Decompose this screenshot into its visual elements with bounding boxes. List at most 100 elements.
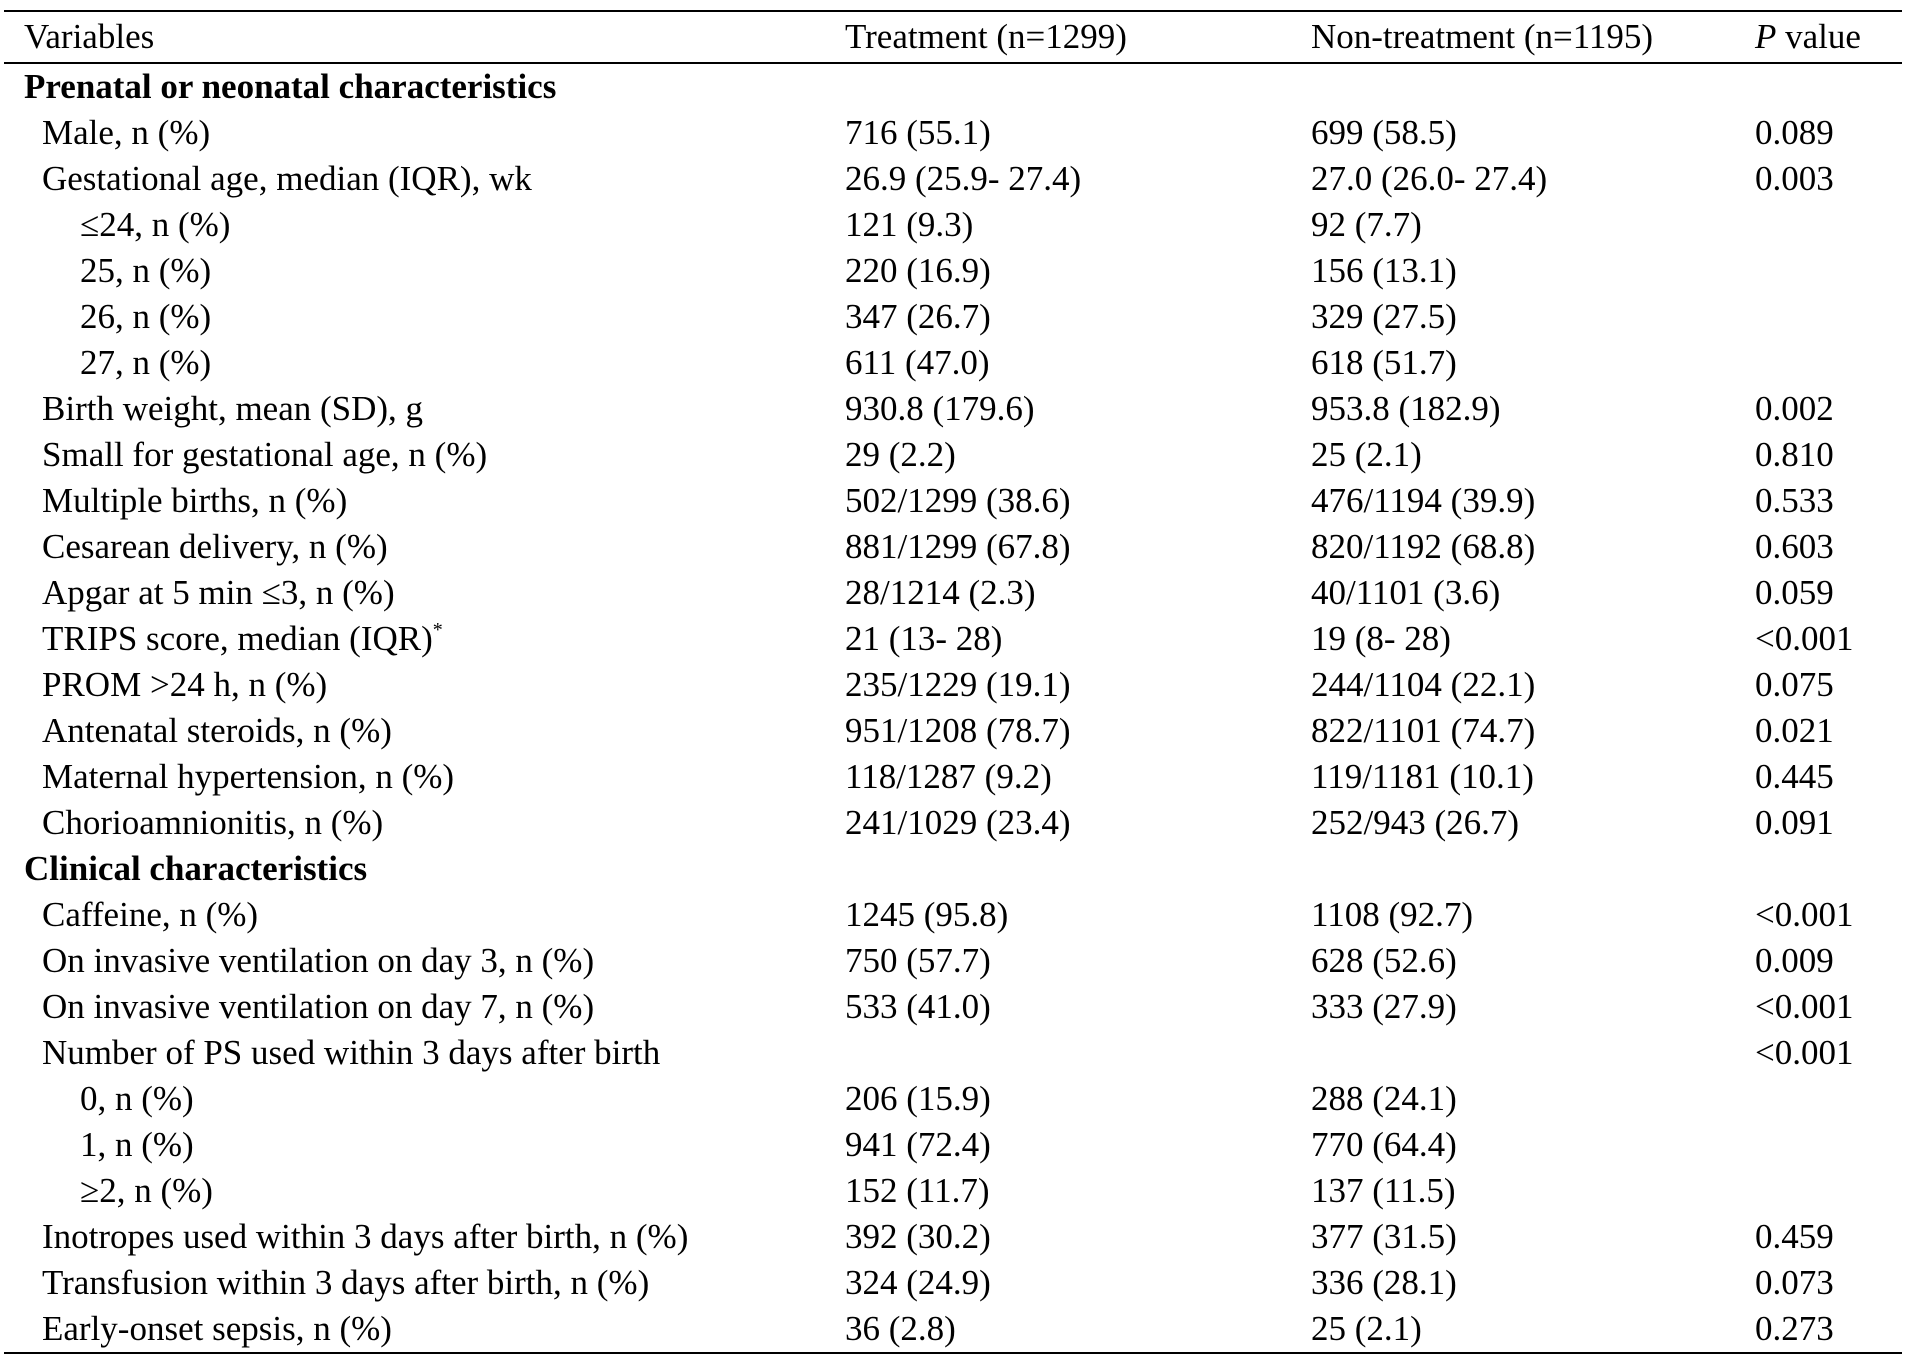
- header-non-treatment: Non-treatment (n=1195): [1311, 17, 1654, 56]
- row-non-treatment: 25 (2.1): [1311, 435, 1422, 474]
- row-non-treatment: 628 (52.6): [1311, 941, 1457, 980]
- row-treatment: 29 (2.2): [845, 435, 956, 474]
- row-treatment: 347 (26.7): [845, 297, 991, 336]
- table-row: On invasive ventilation on day 3, n (%) …: [4, 938, 1902, 984]
- table-row: Multiple births, n (%) 502/1299 (38.6) 4…: [4, 478, 1902, 524]
- row-p-value: [1730, 248, 1902, 294]
- table-row: 0, n (%) 206 (15.9) 288 (24.1): [4, 1076, 1902, 1122]
- row-p-value: <0.001: [1755, 987, 1854, 1026]
- header-row: Variables Treatment (n=1299) Non-treatme…: [4, 11, 1902, 63]
- table-row: 26, n (%) 347 (26.7) 329 (27.5): [4, 294, 1902, 340]
- table-row: Inotropes used within 3 days after birth…: [4, 1214, 1902, 1260]
- section-row: Clinical characteristics: [4, 846, 1902, 892]
- row-p-value: 0.075: [1755, 665, 1834, 704]
- row-p-value: 0.091: [1755, 803, 1834, 842]
- footnote-marker: *: [432, 619, 443, 641]
- row-non-treatment: 119/1181 (10.1): [1311, 757, 1534, 796]
- row-treatment: 235/1229 (19.1): [845, 665, 1071, 704]
- row-label: Chorioamnionitis, n (%): [42, 803, 384, 842]
- table-row: Small for gestational age, n (%) 29 (2.2…: [4, 432, 1902, 478]
- row-treatment: 941 (72.4): [845, 1125, 991, 1164]
- row-non-treatment: 820/1192 (68.8): [1311, 527, 1536, 566]
- row-non-treatment: 288 (24.1): [1311, 1079, 1457, 1118]
- row-p-value: 0.003: [1755, 159, 1834, 198]
- row-treatment: 241/1029 (23.4): [845, 803, 1071, 842]
- row-treatment: 951/1208 (78.7): [845, 711, 1071, 750]
- table-row: 25, n (%) 220 (16.9) 156 (13.1): [4, 248, 1902, 294]
- row-non-treatment: 699 (58.5): [1311, 113, 1457, 152]
- row-p-value: 0.603: [1755, 527, 1834, 566]
- row-label: Cesarean delivery, n (%): [42, 527, 388, 566]
- row-non-treatment: 476/1194 (39.9): [1311, 481, 1536, 520]
- characteristics-table-container: Variables Treatment (n=1299) Non-treatme…: [4, 10, 1902, 1354]
- row-non-treatment: 329 (27.5): [1311, 297, 1457, 336]
- table-row: PROM >24 h, n (%) 235/1229 (19.1) 244/11…: [4, 662, 1902, 708]
- section-row: Prenatal or neonatal characteristics: [4, 63, 1902, 110]
- row-non-treatment: 333 (27.9): [1311, 987, 1457, 1026]
- row-treatment: 750 (57.7): [845, 941, 991, 980]
- row-treatment: 392 (30.2): [845, 1217, 991, 1256]
- header-treatment: Treatment (n=1299): [845, 17, 1127, 56]
- row-p-value: 0.021: [1755, 711, 1834, 750]
- header-p-italic: P: [1755, 17, 1777, 56]
- row-treatment: 206 (15.9): [845, 1079, 991, 1118]
- row-p-value: 0.459: [1755, 1217, 1834, 1256]
- row-label: Male, n (%): [42, 113, 211, 152]
- row-label: Gestational age, median (IQR), wk: [42, 159, 532, 198]
- row-treatment: [819, 1030, 1285, 1076]
- row-non-treatment: 822/1101 (74.7): [1311, 711, 1536, 750]
- row-treatment: 21 (13- 28): [845, 619, 1003, 658]
- table-row: Cesarean delivery, n (%) 881/1299 (67.8)…: [4, 524, 1902, 570]
- row-label: 1, n (%): [80, 1125, 194, 1164]
- table-row: Apgar at 5 min ≤3, n (%) 28/1214 (2.3) 4…: [4, 570, 1902, 616]
- header-p-value: P value: [1730, 11, 1902, 63]
- header-p-rest: value: [1776, 17, 1861, 56]
- row-label: 26, n (%): [80, 297, 212, 336]
- row-non-treatment: [1285, 1030, 1730, 1076]
- row-p-value: [1730, 202, 1902, 248]
- table-body: Prenatal or neonatal characteristics Mal…: [4, 63, 1902, 1353]
- row-p-value: 0.445: [1755, 757, 1834, 796]
- row-label: On invasive ventilation on day 3, n (%): [42, 941, 595, 980]
- table-row: Caffeine, n (%) 1245 (95.8) 1108 (92.7) …: [4, 892, 1902, 938]
- row-label: 25, n (%): [80, 251, 212, 290]
- row-treatment: 881/1299 (67.8): [845, 527, 1071, 566]
- row-label: ≥2, n (%): [80, 1171, 213, 1210]
- row-treatment: 152 (11.7): [845, 1171, 990, 1210]
- row-treatment: 502/1299 (38.6): [845, 481, 1071, 520]
- table-row: TRIPS score, median (IQR)* 21 (13- 28) 1…: [4, 616, 1902, 662]
- table-row: 27, n (%) 611 (47.0) 618 (51.7): [4, 340, 1902, 386]
- row-p-value: [1730, 1122, 1902, 1168]
- row-label: Antenatal steroids, n (%): [42, 711, 392, 750]
- row-p-value: <0.001: [1755, 1033, 1854, 1072]
- row-p-value: 0.533: [1755, 481, 1834, 520]
- row-treatment: 36 (2.8): [845, 1309, 956, 1348]
- table-row: Birth weight, mean (SD), g 930.8 (179.6)…: [4, 386, 1902, 432]
- row-label-with-footnote: TRIPS score, median (IQR)*: [4, 616, 819, 662]
- row-p-value: 0.002: [1755, 389, 1834, 428]
- row-non-treatment: 244/1104 (22.1): [1311, 665, 1536, 704]
- row-p-value: [1730, 340, 1902, 386]
- row-non-treatment: 25 (2.1): [1311, 1309, 1422, 1348]
- row-label: Caffeine, n (%): [42, 895, 259, 934]
- row-label: 0, n (%): [80, 1079, 194, 1118]
- table-row: ≥2, n (%) 152 (11.7) 137 (11.5): [4, 1168, 1902, 1214]
- row-label: Maternal hypertension, n (%): [42, 757, 455, 796]
- row-non-treatment: 770 (64.4): [1311, 1125, 1457, 1164]
- row-non-treatment: 618 (51.7): [1311, 343, 1457, 382]
- row-label: Inotropes used within 3 days after birth…: [42, 1217, 689, 1256]
- table-row: Gestational age, median (IQR), wk 26.9 (…: [4, 156, 1902, 202]
- row-p-value: 0.073: [1755, 1263, 1834, 1302]
- row-p-value: [1730, 1076, 1902, 1122]
- row-label: Multiple births, n (%): [42, 481, 348, 520]
- row-p-value: 0.059: [1755, 573, 1834, 612]
- row-p-value: [1730, 294, 1902, 340]
- row-label: 27, n (%): [80, 343, 212, 382]
- row-treatment: 533 (41.0): [845, 987, 991, 1026]
- table-header: Variables Treatment (n=1299) Non-treatme…: [4, 11, 1902, 63]
- header-variables: Variables: [24, 17, 155, 56]
- table-row: ≤24, n (%) 121 (9.3) 92 (7.7): [4, 202, 1902, 248]
- row-label: ≤24, n (%): [80, 205, 231, 244]
- table-row: Antenatal steroids, n (%) 951/1208 (78.7…: [4, 708, 1902, 754]
- table-row: 1, n (%) 941 (72.4) 770 (64.4): [4, 1122, 1902, 1168]
